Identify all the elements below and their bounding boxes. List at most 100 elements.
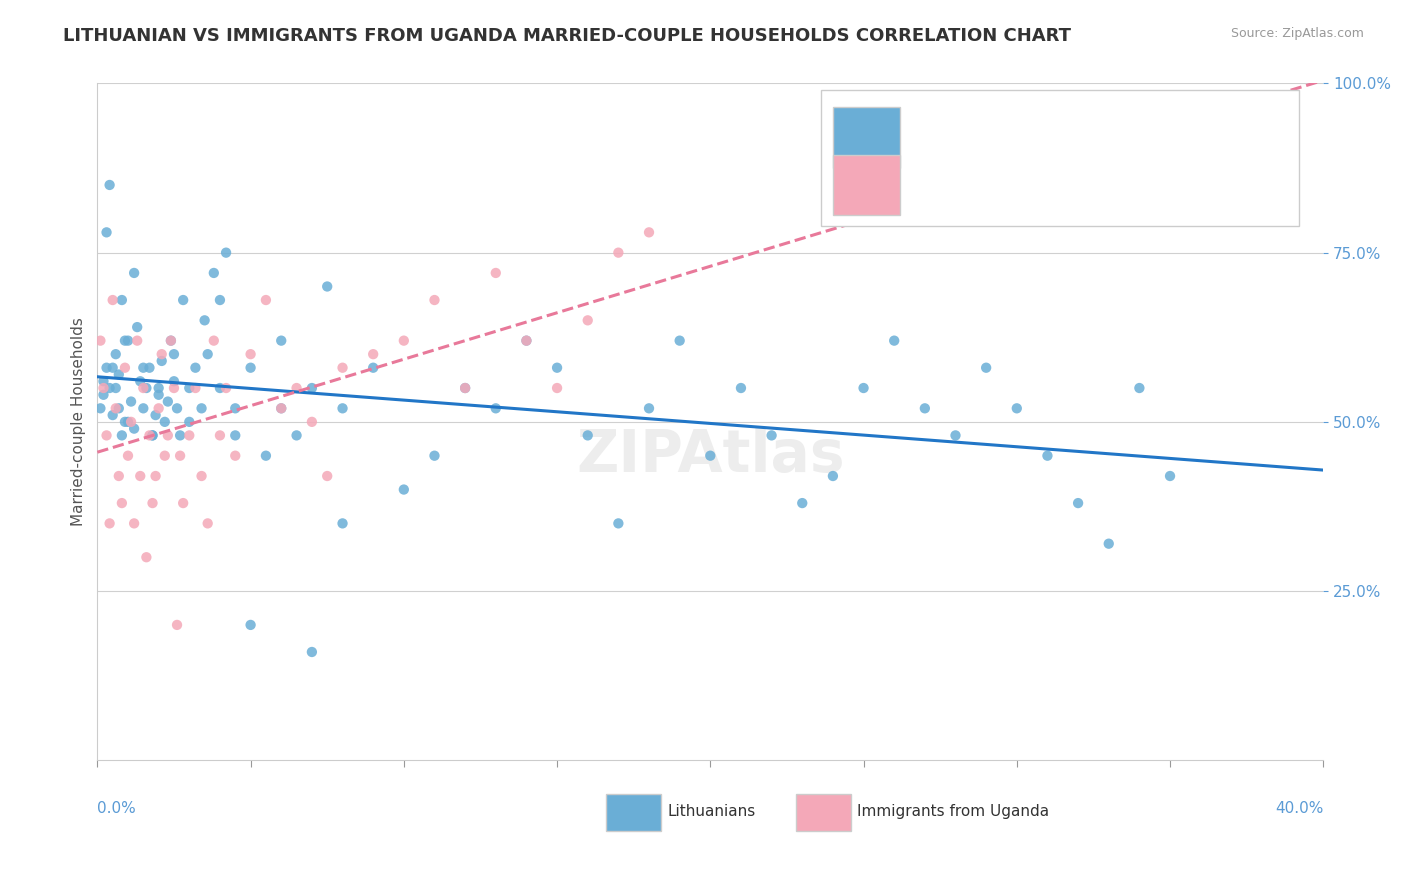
- Point: [179, 381, 201, 395]
- Point: [285, 428, 308, 442]
- Point: [172, 496, 194, 510]
- Point: [1036, 449, 1059, 463]
- Point: [270, 334, 292, 348]
- Point: [202, 334, 225, 348]
- Point: [270, 401, 292, 416]
- Point: [1067, 496, 1090, 510]
- Point: [546, 360, 568, 375]
- Point: [122, 516, 145, 531]
- FancyBboxPatch shape: [832, 107, 900, 168]
- Point: [190, 469, 212, 483]
- Point: [914, 401, 936, 416]
- Point: [699, 449, 721, 463]
- Text: R = -0.076: R = -0.076: [907, 119, 995, 136]
- Point: [179, 415, 201, 429]
- Point: [607, 516, 630, 531]
- Point: [392, 334, 415, 348]
- Point: [792, 496, 814, 510]
- Text: 0.0%: 0.0%: [97, 801, 136, 816]
- Point: [239, 618, 262, 632]
- FancyBboxPatch shape: [821, 90, 1299, 226]
- Point: [546, 381, 568, 395]
- Point: [166, 618, 188, 632]
- Point: [114, 334, 136, 348]
- Point: [190, 401, 212, 416]
- Point: [156, 394, 179, 409]
- Point: [117, 449, 139, 463]
- Point: [254, 449, 277, 463]
- Point: [141, 428, 163, 442]
- Point: [93, 381, 115, 395]
- Point: [515, 334, 537, 348]
- Point: [423, 449, 446, 463]
- Point: [197, 347, 219, 361]
- Text: LITHUANIAN VS IMMIGRANTS FROM UGANDA MARRIED-COUPLE HOUSEHOLDS CORRELATION CHART: LITHUANIAN VS IMMIGRANTS FROM UGANDA MAR…: [63, 27, 1071, 45]
- Point: [270, 401, 292, 416]
- Point: [111, 496, 134, 510]
- Point: [122, 266, 145, 280]
- Point: [852, 381, 875, 395]
- Point: [172, 293, 194, 307]
- Point: [285, 381, 308, 395]
- FancyBboxPatch shape: [606, 794, 661, 831]
- Point: [197, 516, 219, 531]
- Text: R =  0.096: R = 0.096: [907, 169, 995, 187]
- Point: [166, 401, 188, 416]
- Point: [122, 422, 145, 436]
- Point: [332, 401, 354, 416]
- Point: [89, 334, 111, 348]
- Point: [184, 381, 207, 395]
- Point: [145, 469, 167, 483]
- Point: [208, 293, 231, 307]
- Point: [194, 313, 217, 327]
- Point: [132, 360, 155, 375]
- Point: [153, 415, 176, 429]
- Point: [98, 381, 121, 395]
- Point: [515, 334, 537, 348]
- Point: [332, 516, 354, 531]
- Point: [208, 381, 231, 395]
- Point: [89, 401, 111, 416]
- Point: [148, 388, 170, 402]
- Point: [454, 381, 477, 395]
- Point: [301, 415, 323, 429]
- Point: [93, 388, 115, 402]
- Text: ZIPAtlas: ZIPAtlas: [576, 427, 845, 484]
- Point: [301, 645, 323, 659]
- Text: N = 92: N = 92: [1102, 119, 1160, 136]
- Point: [208, 428, 231, 442]
- Point: [145, 408, 167, 422]
- Point: [179, 428, 201, 442]
- Point: [224, 449, 246, 463]
- Text: Lithuanians: Lithuanians: [668, 804, 755, 819]
- Y-axis label: Married-couple Households: Married-couple Households: [72, 318, 86, 526]
- Point: [150, 354, 173, 368]
- Point: [239, 347, 262, 361]
- Point: [668, 334, 690, 348]
- Point: [163, 374, 186, 388]
- Point: [485, 401, 508, 416]
- Point: [301, 381, 323, 395]
- Text: Source: ZipAtlas.com: Source: ZipAtlas.com: [1230, 27, 1364, 40]
- Point: [202, 266, 225, 280]
- Point: [361, 347, 384, 361]
- FancyBboxPatch shape: [796, 794, 851, 831]
- Text: Immigrants from Uganda: Immigrants from Uganda: [858, 804, 1049, 819]
- Point: [101, 408, 124, 422]
- Point: [141, 496, 163, 510]
- Point: [316, 469, 339, 483]
- Point: [821, 469, 844, 483]
- Point: [224, 401, 246, 416]
- Point: [163, 347, 186, 361]
- Point: [150, 347, 173, 361]
- Point: [114, 415, 136, 429]
- Point: [1128, 381, 1150, 395]
- Point: [638, 401, 661, 416]
- Text: 40.0%: 40.0%: [1275, 801, 1323, 816]
- Point: [153, 449, 176, 463]
- Point: [96, 225, 118, 239]
- Point: [215, 381, 238, 395]
- Point: [98, 178, 121, 192]
- FancyBboxPatch shape: [832, 154, 900, 216]
- Point: [135, 381, 157, 395]
